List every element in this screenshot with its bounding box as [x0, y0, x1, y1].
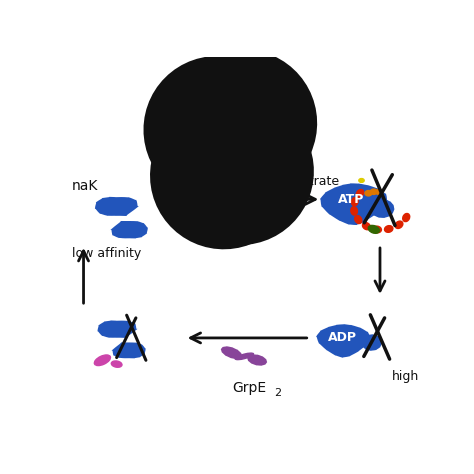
- Ellipse shape: [238, 158, 246, 166]
- Ellipse shape: [244, 150, 251, 159]
- Ellipse shape: [94, 355, 110, 365]
- Ellipse shape: [246, 140, 252, 149]
- Ellipse shape: [236, 160, 244, 168]
- PathPatch shape: [190, 130, 205, 139]
- PathPatch shape: [247, 355, 267, 366]
- Ellipse shape: [195, 133, 202, 142]
- Text: ATP: ATP: [338, 193, 365, 206]
- Ellipse shape: [222, 123, 231, 130]
- PathPatch shape: [319, 183, 388, 225]
- PathPatch shape: [109, 221, 148, 238]
- Ellipse shape: [370, 189, 377, 194]
- Ellipse shape: [208, 133, 215, 138]
- Ellipse shape: [201, 151, 207, 157]
- Ellipse shape: [216, 132, 222, 137]
- PathPatch shape: [110, 342, 146, 358]
- Ellipse shape: [218, 166, 227, 173]
- Ellipse shape: [365, 191, 372, 196]
- Ellipse shape: [359, 179, 364, 182]
- Ellipse shape: [200, 159, 208, 167]
- Text: DnaJ: DnaJ: [192, 72, 224, 85]
- Ellipse shape: [403, 213, 410, 222]
- Ellipse shape: [211, 165, 219, 172]
- Ellipse shape: [211, 123, 220, 130]
- Text: high: high: [392, 370, 419, 383]
- Text: GrpE: GrpE: [232, 381, 266, 395]
- Ellipse shape: [193, 151, 200, 159]
- Ellipse shape: [373, 226, 382, 233]
- Ellipse shape: [351, 198, 358, 206]
- Ellipse shape: [244, 151, 251, 159]
- Ellipse shape: [351, 207, 357, 215]
- Ellipse shape: [111, 361, 122, 367]
- PathPatch shape: [191, 150, 206, 159]
- Ellipse shape: [199, 158, 206, 166]
- PathPatch shape: [361, 334, 383, 351]
- PathPatch shape: [95, 197, 140, 216]
- Ellipse shape: [395, 221, 403, 228]
- Ellipse shape: [201, 127, 210, 135]
- Ellipse shape: [201, 143, 205, 150]
- Ellipse shape: [368, 226, 379, 233]
- Ellipse shape: [384, 226, 393, 232]
- PathPatch shape: [316, 324, 371, 358]
- Ellipse shape: [235, 353, 254, 360]
- PathPatch shape: [220, 346, 243, 359]
- PathPatch shape: [370, 199, 395, 218]
- Ellipse shape: [241, 132, 248, 140]
- Text: 2: 2: [274, 388, 282, 398]
- PathPatch shape: [97, 320, 139, 338]
- Ellipse shape: [363, 223, 370, 230]
- Ellipse shape: [207, 164, 216, 171]
- Text: naK: naK: [72, 179, 99, 193]
- Ellipse shape: [229, 164, 237, 171]
- Text: substrate: substrate: [280, 175, 339, 188]
- Ellipse shape: [233, 126, 241, 134]
- Ellipse shape: [192, 142, 199, 150]
- Text: 2: 2: [233, 79, 240, 89]
- Ellipse shape: [356, 190, 364, 197]
- Text: ADP: ADP: [328, 331, 357, 344]
- Ellipse shape: [209, 140, 214, 143]
- Ellipse shape: [207, 142, 212, 145]
- Text: low affinity: low affinity: [72, 247, 141, 260]
- Ellipse shape: [376, 189, 383, 195]
- Ellipse shape: [224, 165, 233, 172]
- Ellipse shape: [203, 137, 209, 143]
- Ellipse shape: [355, 216, 362, 224]
